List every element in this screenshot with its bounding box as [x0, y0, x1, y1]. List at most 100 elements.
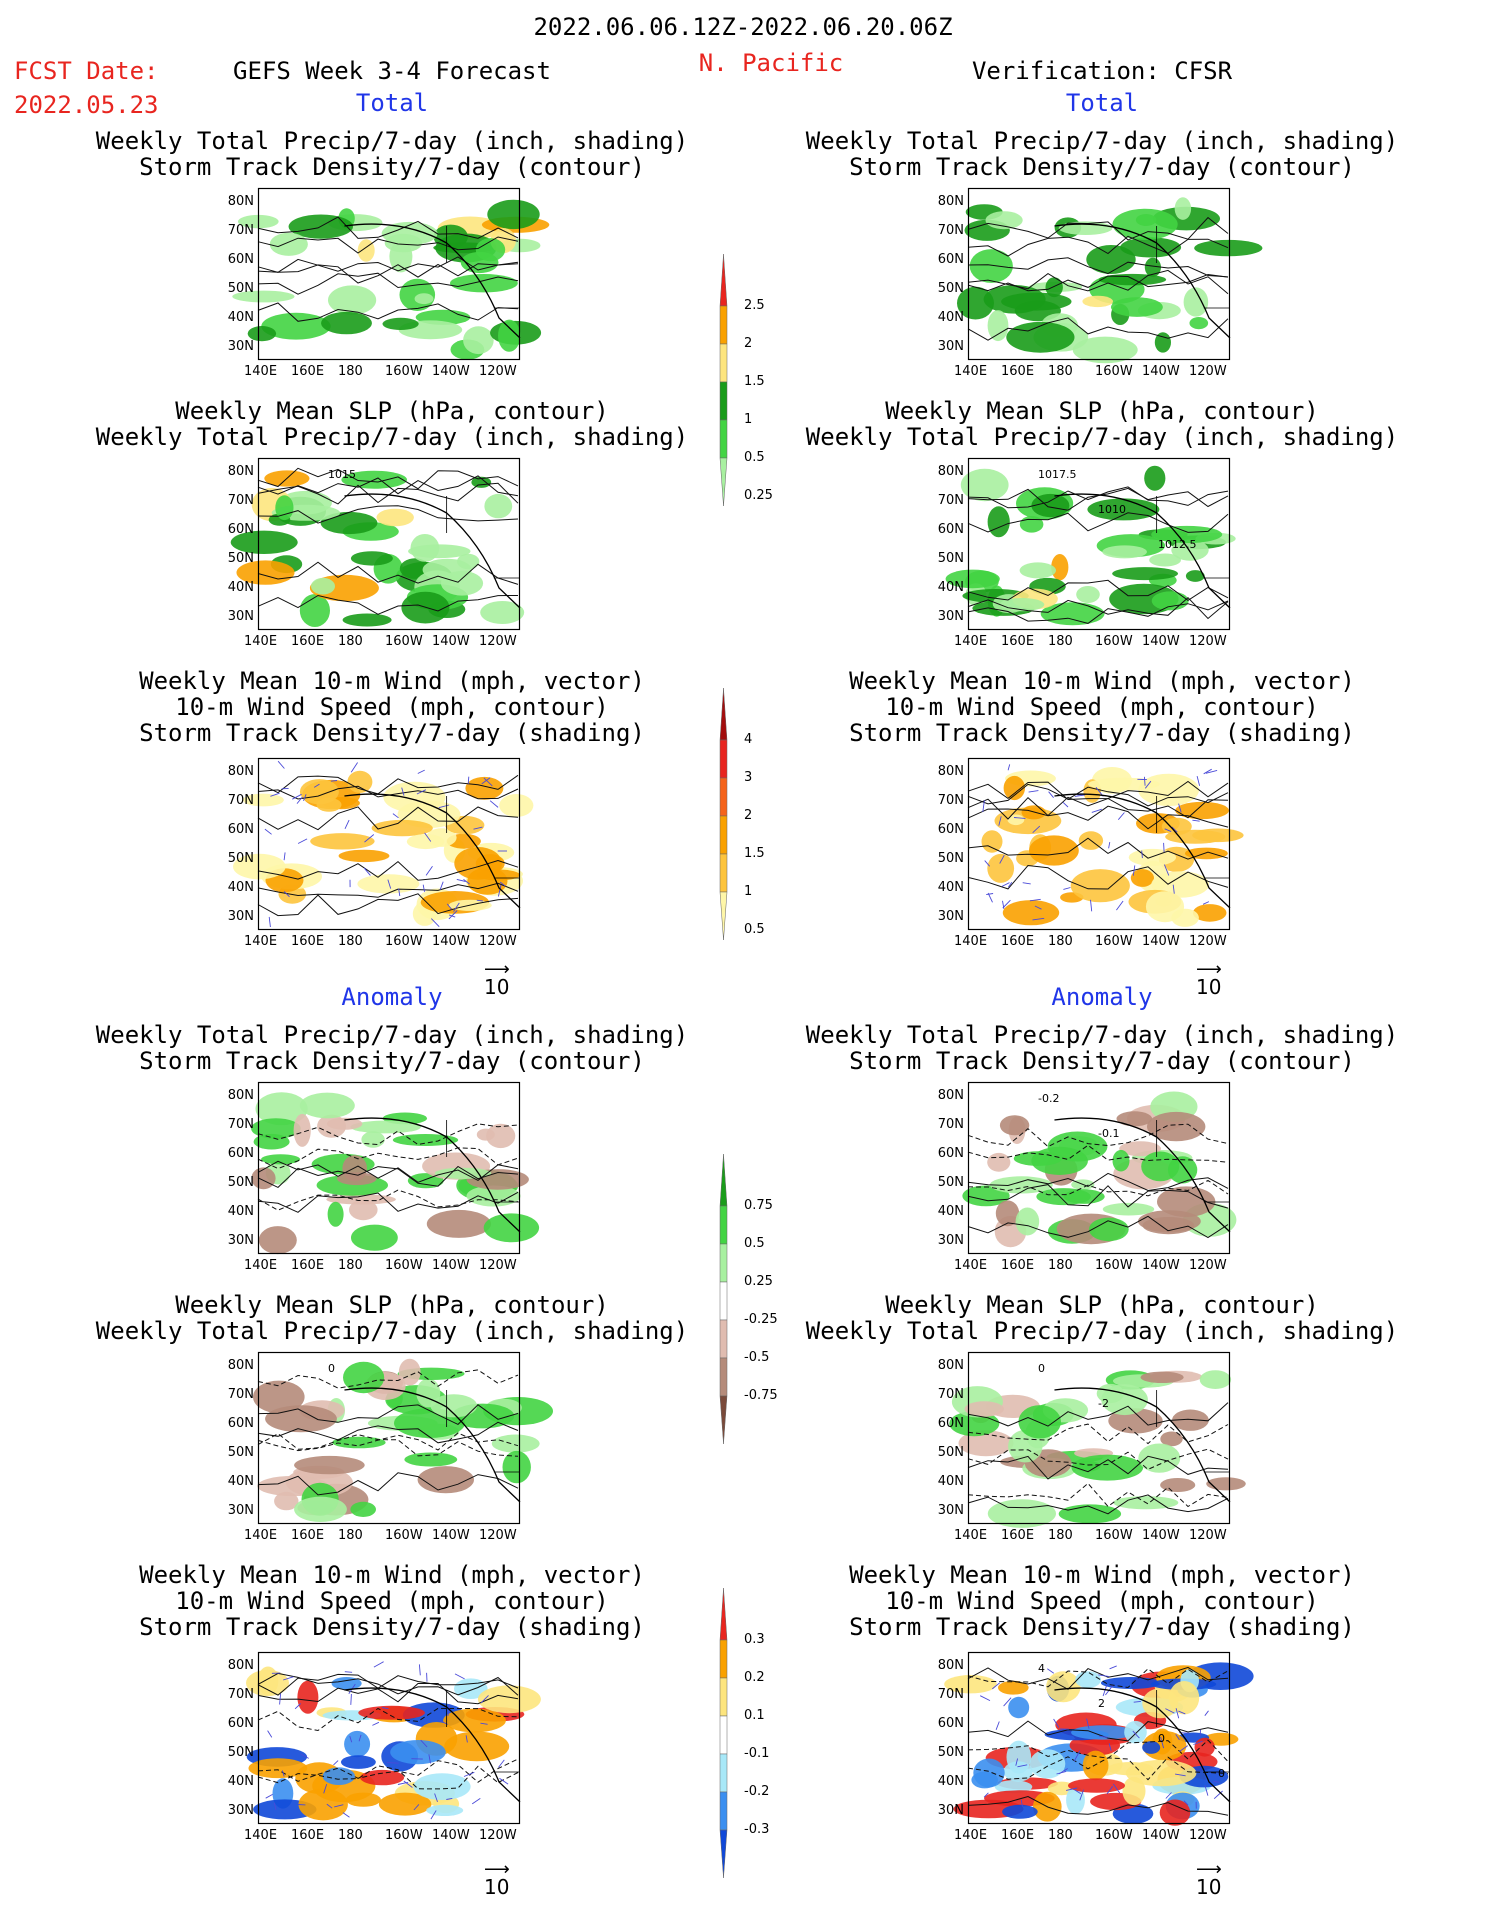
shading-cell [1008, 1696, 1030, 1719]
political-border [446, 796, 520, 879]
wind-vector [386, 1762, 399, 1764]
longitude-tick-label: 140W [1142, 1528, 1180, 1543]
map-frame [257, 1081, 521, 1255]
shading-cell [1174, 197, 1192, 220]
wind-vector [1172, 884, 1175, 894]
wind-vector [1141, 850, 1143, 859]
longitude-tick-label: 160W [385, 634, 423, 649]
shading-cell [246, 1669, 289, 1697]
map-verif-anom-precip: -0.2 -0.1 [962, 1081, 1237, 1255]
shading-cell [502, 1450, 531, 1484]
wind-vector [454, 1673, 465, 1680]
contour-line [967, 1720, 1229, 1742]
latitude-tick-label: 40N [937, 1474, 964, 1489]
wind-vector [344, 1671, 353, 1673]
latitude-tick-label: 80N [937, 1088, 964, 1103]
contour-line [967, 257, 1229, 278]
shading-cell [426, 1804, 464, 1816]
shading-cell [349, 1199, 378, 1221]
wind-vector [1079, 1789, 1085, 1801]
contour-line [257, 1123, 519, 1146]
latitude-tick-label: 80N [937, 194, 964, 209]
shading-cell [987, 506, 1010, 538]
wind-vector [264, 828, 272, 835]
latitude-tick-label: 60N [227, 1416, 254, 1431]
wind-vector [983, 1792, 989, 1798]
political-border [446, 496, 520, 579]
latitude-tick-label: 70N [227, 493, 254, 508]
wind-vector [1098, 1674, 1110, 1678]
contour-line [967, 1423, 1229, 1445]
shading-cell [1088, 777, 1160, 791]
wind-vector [401, 787, 405, 796]
colorbar-segment [719, 687, 728, 741]
latitude-tick-label: 40N [227, 1474, 254, 1489]
shading-cell [1194, 239, 1263, 257]
contour-line [257, 1369, 519, 1389]
latitude-tick-label: 30N [937, 909, 964, 924]
contour-line [967, 864, 1229, 890]
date-range: 2022.06.06.12Z-2022.06.20.06Z [533, 13, 953, 41]
shading-cell [491, 1434, 540, 1453]
shading-cell [1140, 1371, 1184, 1383]
longitude-tick-label: 140E [244, 634, 278, 649]
contour-line [967, 1482, 1229, 1508]
shading-cell [404, 1452, 458, 1467]
contour-line [967, 1448, 1229, 1470]
contour-line [257, 893, 519, 917]
longitude-tick-label: 140W [432, 1528, 470, 1543]
wind-vector [1205, 769, 1218, 774]
wind-vector [416, 789, 427, 795]
colorbar-segment [719, 1281, 728, 1321]
wind-vector [428, 1754, 431, 1764]
map-verif-total-wind [967, 757, 1244, 931]
contour-line [967, 780, 1229, 801]
contour-line [257, 859, 519, 881]
wind-vector [1160, 1736, 1165, 1749]
anomaly-label-left: Anomaly [341, 983, 443, 1011]
wind-vector [434, 1793, 438, 1803]
colorbar-label: 2.5 [744, 298, 765, 313]
wind-vector [1090, 899, 1093, 912]
wind-vector [425, 865, 433, 876]
wind-vector [999, 854, 1005, 864]
wind-vector [979, 1695, 991, 1702]
wind-vector [1179, 1745, 1189, 1752]
shading-cell [1199, 1370, 1232, 1389]
wind-vector [1091, 808, 1102, 813]
contour-label: 0 [1218, 1767, 1225, 1780]
longitude-tick-label: 140E [954, 364, 988, 379]
map-frame [967, 187, 1231, 361]
shading-cell [274, 1491, 299, 1511]
shading-cell [297, 1680, 319, 1714]
shading-cell [945, 569, 1000, 589]
longitude-tick-label: 160E [1001, 634, 1035, 649]
longitude-tick-label: 180 [338, 634, 363, 649]
shading-cell [454, 1678, 488, 1699]
colorbar-segment [719, 1829, 728, 1879]
shading-cell [1051, 554, 1069, 581]
contour-line [967, 579, 1229, 602]
shading-cell [499, 794, 534, 817]
wind-vector [313, 783, 320, 788]
latitude-tick-label: 70N [227, 1117, 254, 1132]
shading-cell [444, 1731, 510, 1762]
wind-vector [277, 760, 285, 769]
shading-cell [995, 1200, 1020, 1227]
latitude-tick-label: 40N [227, 580, 254, 595]
latitude-tick-label: 50N [227, 1445, 254, 1460]
shading-cell [342, 613, 392, 627]
contour-line [257, 1758, 519, 1783]
wind-vector [1007, 882, 1013, 888]
panel-title-verif-total-precip-2: Storm Track Density/7-day (contour) [849, 153, 1355, 181]
anomaly-label-right: Anomaly [1051, 983, 1153, 1011]
longitude-tick-label: 160E [291, 934, 325, 949]
shading-cell [1002, 1804, 1038, 1819]
contour-line [967, 1215, 1229, 1239]
latitude-tick-label: 50N [937, 551, 964, 566]
shading-cell [1119, 1141, 1161, 1157]
shading-cell [311, 577, 335, 595]
shading-cell [1189, 317, 1209, 330]
contour-line [967, 1795, 1229, 1816]
wind-vector [1175, 1733, 1180, 1741]
